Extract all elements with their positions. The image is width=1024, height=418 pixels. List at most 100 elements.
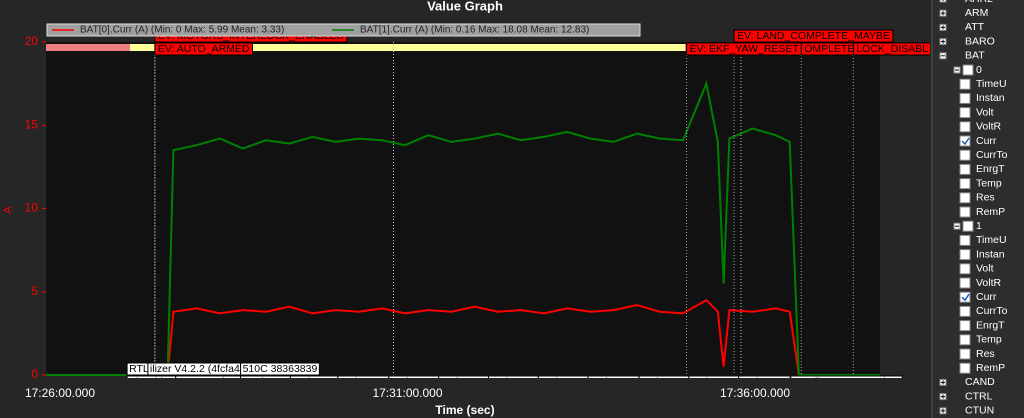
tree-label[interactable]: TimeU (976, 234, 1007, 246)
message-label: ead : 224 free (292, 376, 357, 388)
message-box (688, 375, 740, 378)
tree-label[interactable]: Res (976, 192, 995, 204)
event-box (852, 42, 930, 56)
series-line (46, 298, 880, 376)
x-tick-label: 17:26:00.000 (25, 386, 95, 400)
checkbox[interactable] (959, 149, 971, 161)
checkbox[interactable] (959, 291, 971, 303)
y-tick-label: 15 (25, 117, 39, 131)
message-box (537, 375, 589, 378)
tree-label[interactable]: EnrgT (976, 163, 1005, 175)
legend-label: BAT[0].Curr (A) (Min: 0 Max: 5.99 Mean: … (80, 25, 284, 36)
message-label: ead : 224 free (340, 376, 405, 388)
event-label: EV: AUTO_ARMED (158, 43, 250, 55)
tree-label[interactable]: ARM (965, 7, 988, 19)
checkbox[interactable] (959, 334, 971, 346)
tree-label[interactable]: Volt (976, 263, 994, 275)
message-box (438, 375, 489, 378)
message-label: aw alignment complete (793, 376, 901, 388)
message-box (638, 375, 690, 378)
event-label: OMPLETE (804, 43, 854, 55)
tree: AHR2 ARM ATT BARO BAT 0 TimeU Instan Volt VoltR Cu… (939, 0, 1008, 417)
checkbox[interactable] (959, 192, 971, 204)
tree-label[interactable]: CAND (965, 376, 995, 388)
tree-label[interactable]: TimeU (976, 78, 1007, 90)
x-tick-label: 17:36:00.000 (720, 386, 790, 400)
event-label: EV: LAND_COMPLETE_MAYBE (737, 30, 890, 42)
checkbox (962, 220, 974, 232)
message-label: ilizer V4.2.2 (4fcfa4b2) (150, 363, 255, 375)
checkbox[interactable] (959, 206, 971, 218)
tree-label[interactable]: Curr (976, 291, 997, 303)
tree-label[interactable]: 0 (976, 64, 982, 76)
checkbox[interactable] (959, 249, 971, 261)
tree-label[interactable]: CurrTo (976, 305, 1008, 317)
checkbox[interactable] (959, 320, 971, 332)
checkbox[interactable] (959, 121, 971, 133)
checkbox[interactable] (959, 78, 971, 90)
message-label: RTL (129, 363, 149, 375)
tree-label[interactable]: Curr (976, 135, 997, 147)
tree-label[interactable]: CTUN (965, 405, 994, 417)
message-label: ead : 224 free (490, 376, 555, 388)
tree-label[interactable]: Instan (976, 248, 1005, 260)
mode-band (155, 44, 685, 51)
message-label: 510C 38363839 (243, 363, 318, 375)
tree-label[interactable]: Temp (976, 177, 1002, 189)
message-label: ead : 224 free (691, 376, 756, 388)
x-tick-label: 17:31:00.000 (372, 386, 442, 400)
message-box (587, 375, 640, 378)
tree-label[interactable]: Instan (976, 92, 1005, 104)
checkbox[interactable] (959, 135, 971, 147)
message-box (790, 375, 903, 378)
legend-label: BAT[1].Curr (A) (Min: 0.16 Max: 18.08 Me… (360, 25, 589, 36)
checkmark (961, 293, 970, 302)
checkbox[interactable] (959, 362, 971, 374)
message-label: 93e6e03d (178, 376, 225, 388)
message-label: ead : 224 free (540, 376, 605, 388)
checkbox[interactable] (959, 348, 971, 360)
y-tick-label: 10 (25, 201, 39, 215)
message-label: ead : 224 free (590, 376, 655, 388)
chart-title: Value Graph (427, 0, 503, 13)
tree-panel (932, 0, 1024, 418)
message-box (337, 375, 390, 378)
y-tick-label: 20 (25, 34, 39, 48)
message-label: AltHold (129, 376, 163, 388)
tree-label[interactable]: Volt (976, 106, 994, 118)
tree-label[interactable]: 1 (976, 220, 982, 232)
tree-label[interactable]: EnrgT (976, 319, 1005, 331)
tree-label[interactable]: VoltR (976, 121, 1002, 133)
plot-area (46, 42, 880, 375)
tree-label[interactable]: AHR2 (965, 0, 993, 5)
tree-label[interactable]: Res (976, 348, 995, 360)
checkbox[interactable] (959, 107, 971, 119)
message-label: ead : 224 free (641, 376, 706, 388)
tree-label[interactable]: RemP (976, 206, 1005, 218)
message-label: ead : 224 free (441, 376, 506, 388)
tree-label[interactable]: VoltR (976, 277, 1002, 289)
checkbox[interactable] (959, 163, 971, 175)
event-label: EV: EKF_YAW_RESET (690, 43, 800, 55)
checkbox[interactable] (959, 263, 971, 275)
x-axis-label: Time (sec) (435, 403, 494, 417)
message-box (175, 375, 242, 378)
checkbox[interactable] (959, 178, 971, 190)
message-box (240, 362, 320, 376)
checkbox[interactable] (959, 305, 971, 317)
tree-label[interactable]: BAT (965, 50, 985, 62)
message-box (240, 375, 291, 378)
mode-band (46, 44, 130, 51)
message-label: ead : 224 free (391, 376, 456, 388)
checkbox[interactable] (959, 277, 971, 289)
tree-label[interactable]: BARO (965, 35, 995, 47)
tree-label[interactable]: RemP (976, 362, 1005, 374)
checkbox[interactable] (959, 234, 971, 246)
tree-label[interactable]: Temp (976, 334, 1002, 346)
tree-label[interactable]: CTRL (965, 390, 993, 402)
event-label: LOCK_DISABL (856, 43, 928, 55)
tree-label[interactable]: ATT (965, 21, 985, 33)
tree-label[interactable]: CurrTo (976, 149, 1008, 161)
checkbox[interactable] (959, 92, 971, 104)
